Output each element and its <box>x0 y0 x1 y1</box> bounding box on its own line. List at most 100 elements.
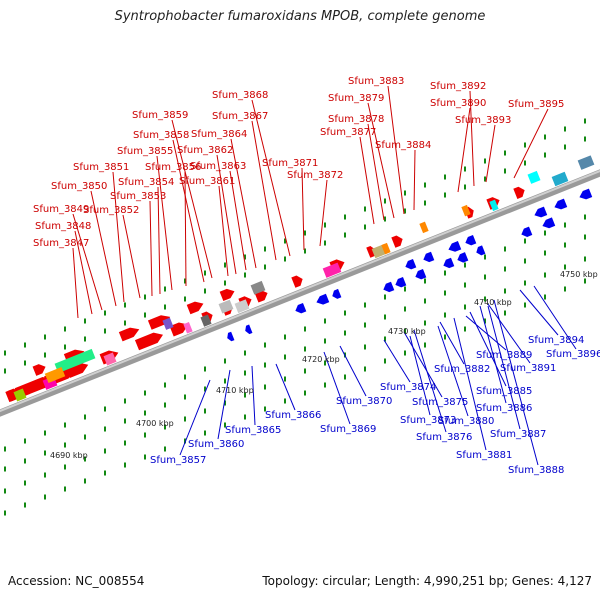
label-leader <box>487 303 531 364</box>
reverse-gene <box>457 252 469 263</box>
reverse-gene <box>316 293 330 305</box>
scale-label: 4750 kbp <box>560 270 598 279</box>
gene-label-top: Sfum_3864 <box>191 129 247 140</box>
label-leader <box>387 85 405 215</box>
label-leader <box>485 124 496 183</box>
reverse-gene <box>295 302 307 314</box>
forward-gene <box>32 364 46 376</box>
misc-feature <box>200 314 212 327</box>
gene-label-top: Sfum_3879 <box>328 93 384 104</box>
label-leader <box>469 90 475 187</box>
label-leader <box>339 345 367 397</box>
forward-gene <box>219 288 235 302</box>
label-leader <box>513 108 549 179</box>
reverse-gene <box>476 245 486 256</box>
gene-label-bottom: Sfum_3876 <box>416 432 472 443</box>
gene-label-bottom: Sfum_3870 <box>336 396 392 407</box>
forward-gene <box>291 275 303 288</box>
reverse-gene <box>405 258 417 270</box>
gene-labels: Sfum_3847Sfum_3848Sfum_3849Sfum_3850Sfum… <box>33 76 600 476</box>
reverse-gene <box>332 288 342 299</box>
gene-label-top: Sfum_3883 <box>348 76 404 87</box>
label-leader <box>251 120 277 261</box>
label-leader <box>493 299 539 466</box>
label-leaders <box>72 85 577 466</box>
label-leader <box>216 154 237 275</box>
label-leader <box>359 136 375 225</box>
gene-label-top: Sfum_3856 <box>145 162 201 173</box>
gene-label-top: Sfum_3847 <box>33 238 89 249</box>
label-leader <box>437 325 469 417</box>
label-leader <box>487 305 521 430</box>
reverse-gene <box>423 251 435 263</box>
label-leader <box>229 170 247 271</box>
forward-gene <box>169 322 189 337</box>
gene-label-top: Sfum_3854 <box>118 177 174 188</box>
gene-label-top: Sfum_3878 <box>328 114 384 125</box>
label-leader <box>409 335 431 416</box>
misc-feature <box>489 199 499 212</box>
gene-label-bottom: Sfum_3880 <box>438 416 494 427</box>
reverse-gene <box>554 198 568 210</box>
label-leader <box>383 339 411 383</box>
gene-label-top: Sfum_3877 <box>320 127 376 138</box>
label-leader <box>367 123 385 221</box>
label-leader <box>413 329 447 433</box>
label-leader <box>149 200 153 297</box>
label-leader <box>519 289 559 336</box>
gene-label-bottom: Sfum_3865 <box>225 425 281 436</box>
gene-label-bottom: Sfum_3887 <box>490 429 546 440</box>
reverse-gene <box>245 324 253 335</box>
gene-label-top: Sfum_3863 <box>190 161 246 172</box>
misc-feature <box>54 348 96 374</box>
reverse-gene <box>415 268 427 280</box>
gene-label-top: Sfum_3890 <box>430 98 486 109</box>
gene-label-top: Sfum_3855 <box>117 146 173 157</box>
forward-gene <box>118 327 140 342</box>
label-leader <box>72 247 79 319</box>
backbone-highlight <box>0 169 600 413</box>
label-leader <box>367 102 395 219</box>
reverse-gene <box>521 226 533 237</box>
label-leader <box>439 321 465 365</box>
tick-marks <box>4 118 586 516</box>
reverse-gene <box>465 234 477 246</box>
gene-label-top: Sfum_3868 <box>212 90 268 101</box>
label-leader <box>403 331 443 398</box>
misc-feature <box>183 322 193 334</box>
forward-gene <box>391 235 403 248</box>
gene-label-bottom: Sfum_3891 <box>500 363 556 374</box>
label-leader <box>479 305 507 404</box>
gene-label-top: Sfum_3872 <box>287 170 343 181</box>
misc-feature <box>419 221 429 234</box>
gene-label-top: Sfum_3884 <box>375 140 431 151</box>
gene-label-bottom: Sfum_3882 <box>434 364 490 375</box>
label-leader <box>323 351 351 425</box>
scale-labels: 4690 kbp 4700 kbp 4710 kbp 4720 kbp 4730 kbp… <box>50 270 598 460</box>
scale-label: 4720 kbp <box>302 355 340 364</box>
gene-label-bottom: Sfum_3873 <box>400 415 456 426</box>
label-leader <box>301 167 305 251</box>
gene-label-top: Sfum_3851 <box>73 162 129 173</box>
reverse-gene <box>443 257 455 269</box>
gene-label-top: Sfum_3852 <box>83 205 139 216</box>
label-leader <box>457 107 471 193</box>
backbone-band <box>0 169 600 417</box>
label-leader <box>72 213 103 311</box>
gene-label-bottom: Sfum_3874 <box>380 382 436 393</box>
gene-label-top: Sfum_3858 <box>133 130 189 141</box>
forward-gene <box>186 301 204 315</box>
misc-feature <box>577 155 595 170</box>
gene-label-bottom: Sfum_3888 <box>508 465 564 476</box>
gene-label-top: Sfum_3861 <box>179 176 235 187</box>
label-leader <box>156 155 173 291</box>
reverse-gene <box>542 217 556 229</box>
misc-feature <box>234 299 250 314</box>
scale-label: 4740 kbp <box>474 298 512 307</box>
forward-gene <box>513 186 525 199</box>
forward-gene <box>134 332 163 351</box>
misc-feature <box>103 352 117 366</box>
misc-feature <box>527 170 541 184</box>
gene-label-top: Sfum_3848 <box>35 221 91 232</box>
gene-label-bottom: Sfum_3860 <box>188 439 244 450</box>
